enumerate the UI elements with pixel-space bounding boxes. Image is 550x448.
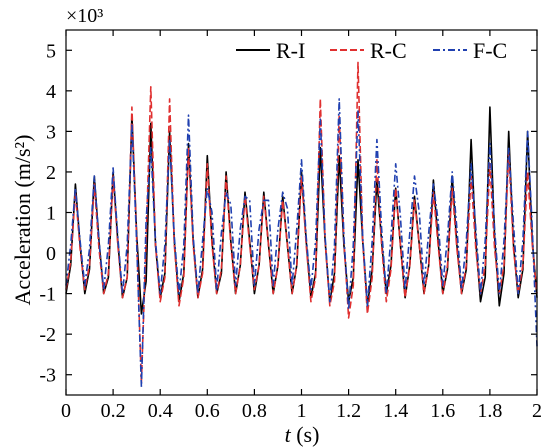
y-tick-label: 2 [46,162,56,184]
x-tick-label: 0.6 [195,400,220,422]
y-axis-label: Acceleration (m/s²) [10,135,35,306]
y-tick-label: 3 [46,121,56,143]
legend-label-f-c: F-C [473,38,507,63]
x-axis-label: t (s) [285,422,320,447]
legend-label-r-c: R-C [370,38,407,63]
x-axis-label-unit: (s) [291,422,320,447]
y-tick-label: 0 [46,243,56,265]
legend-label-r-i: R-I [276,38,305,63]
x-tick-label: 1.4 [383,400,408,422]
x-tick-label: 1.2 [336,400,361,422]
axes-layer: 0 0.2 0.4 0.6 0.8 1 1.2 1.4 1.6 1.8 2 -3 -2 -1 0 1 2 3 4 5 [39,29,542,422]
plot-frame [65,29,538,396]
y-tick-label: 1 [46,203,56,225]
y-tick-label: -2 [39,324,56,346]
x-tick-label: 0 [61,400,71,422]
y-tick-label: 5 [46,40,56,62]
y-tick-label: -1 [39,284,56,306]
chart-legend: R-I R-C F-C [236,38,507,63]
x-tick-label: 1.8 [477,400,502,422]
x-tick-label: 1.6 [430,400,455,422]
axis-multiplier: ×10³ [66,5,103,27]
axis-labels: Acceleration (m/s²) ×10³ t (s) [10,5,319,447]
series-line-f-c [65,98,538,388]
x-tick-label: 1 [297,400,307,422]
x-axis-label-symbol: t [285,422,292,447]
series-line-r-i [65,106,538,315]
y-tick-label: 4 [46,81,56,103]
x-tick-label: 0.8 [242,400,267,422]
y-tick-label: -3 [39,365,56,387]
x-tick-label: 0.4 [148,400,173,422]
x-tick-label: 2 [532,400,542,422]
x-tick-label: 0.2 [101,400,126,422]
series-layer [65,61,538,388]
